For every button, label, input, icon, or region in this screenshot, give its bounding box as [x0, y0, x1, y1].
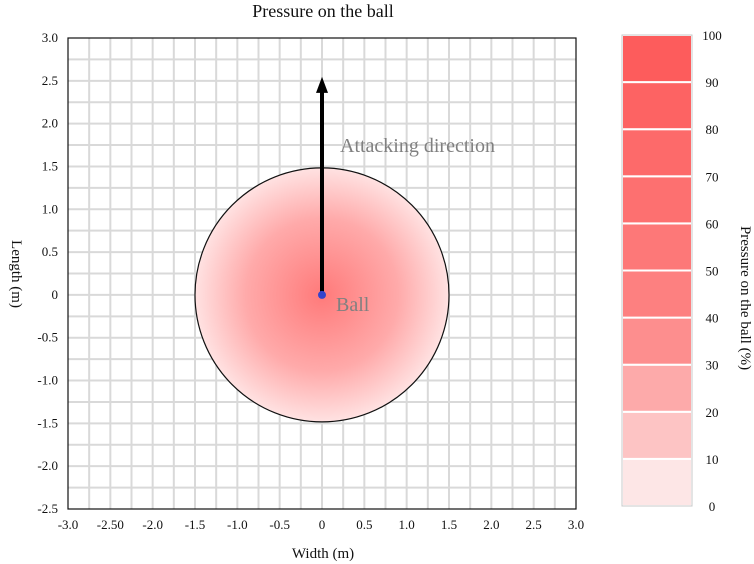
- y-tick-label: -1.5: [37, 415, 58, 430]
- colorbar-tick-label: 80: [706, 122, 719, 137]
- x-axis-label: Width (m): [292, 546, 354, 562]
- x-tick-label: 1.5: [441, 517, 457, 532]
- ball-label: Ball: [336, 294, 370, 316]
- x-tick-label: -1.5: [185, 517, 206, 532]
- colorbar-tick-label: 90: [706, 75, 719, 90]
- x-tick-label: -3.0: [58, 517, 79, 532]
- y-tick-label: 3.0: [42, 30, 58, 45]
- colorbar-segment: [621, 363, 693, 413]
- y-tick-label: -0.5: [37, 330, 58, 345]
- colorbar-segment: [621, 81, 693, 131]
- colorbar-tick-label: 20: [706, 405, 719, 420]
- x-tick-label: 1.0: [399, 517, 415, 532]
- chart-title: Pressure on the ball: [252, 1, 393, 21]
- x-tick-label: 0.5: [356, 517, 372, 532]
- y-tick-label: -1.0: [37, 373, 58, 388]
- colorbar: [621, 34, 693, 507]
- x-tick-label: 0: [319, 517, 326, 532]
- colorbar-tick-label: 100: [702, 28, 722, 43]
- colorbar-segment: [621, 222, 693, 272]
- x-tick-label: -2.50: [97, 517, 124, 532]
- x-tick-label: -0.5: [269, 517, 290, 532]
- colorbar-frame: [621, 34, 693, 507]
- y-tick-label: 0.5: [42, 244, 58, 259]
- x-tick-label: 2.0: [483, 517, 499, 532]
- colorbar-tick-label: 70: [706, 169, 719, 184]
- y-tick-label: 2.5: [42, 73, 58, 88]
- colorbar-tick-label: 60: [706, 216, 719, 231]
- attacking-direction-label: Attacking direction: [340, 135, 495, 157]
- colorbar-segment: [621, 410, 693, 460]
- colorbar-tick-label: 50: [706, 264, 719, 279]
- colorbar-label: Pressure on the ball (%): [737, 226, 753, 370]
- y-tick-label: 1.0: [42, 201, 58, 216]
- colorbar-tick-label: 10: [706, 452, 719, 467]
- colorbar-tick-label: 40: [706, 311, 719, 326]
- y-tick-labels: 3.0 2.5 2.0 1.5 1.0 0.5 0 -0.5 -1.0 -1.5 -2.0 -2.5: [37, 30, 58, 516]
- x-tick-label: -1.0: [227, 517, 248, 532]
- colorbar-segment: [621, 34, 693, 84]
- x-tick-label: 3.0: [568, 517, 584, 532]
- arrow-head-icon: [316, 76, 328, 93]
- colorbar-segment: [621, 457, 693, 507]
- y-tick-label: 2.0: [42, 116, 58, 131]
- x-tick-label: -2.0: [142, 517, 163, 532]
- y-tick-label: -2.0: [37, 458, 58, 473]
- plot-frame: [67, 37, 577, 510]
- colorbar-tick-label: 30: [706, 358, 719, 373]
- x-tick-labels: -3.0 -2.50 -2.0 -1.5 -1.0 -0.5 0 0.5 1.0 1.5 2.0 2.…: [58, 517, 584, 532]
- colorbar-tick-label: 0: [709, 499, 716, 514]
- y-tick-label: 0: [52, 287, 59, 302]
- colorbar-segment: [621, 269, 693, 319]
- colorbar-segment: [621, 128, 693, 178]
- colorbar-segment: [621, 316, 693, 366]
- y-axis-label: Length (m): [8, 240, 24, 308]
- y-tick-label: -2.5: [37, 501, 58, 516]
- ball-marker: [318, 290, 326, 299]
- y-tick-label: 1.5: [42, 158, 58, 173]
- x-tick-label: 2.5: [526, 517, 542, 532]
- colorbar-segment: [621, 175, 693, 225]
